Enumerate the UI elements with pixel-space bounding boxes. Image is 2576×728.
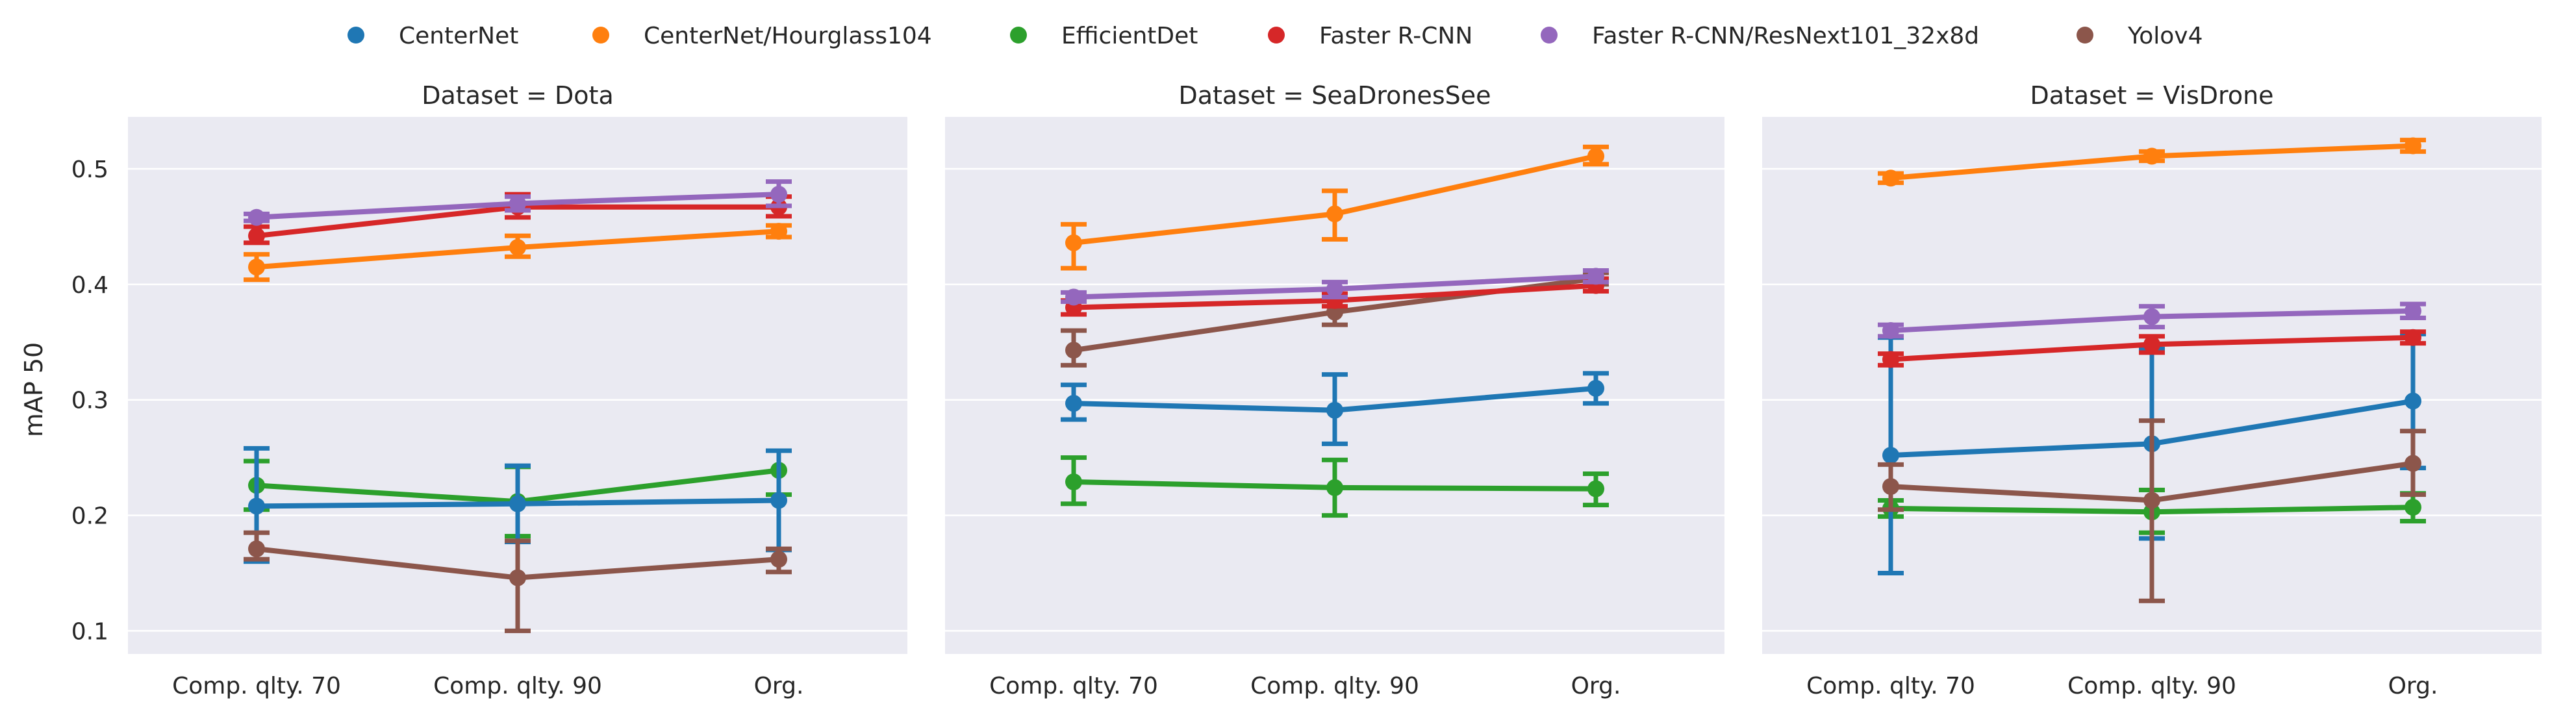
data-point [1882,322,1899,340]
data-point [2143,308,2160,325]
x-tick-label: Comp. qlty. 70 [172,673,341,699]
data-point [1587,268,1604,285]
series-centernet-hourglass104 [1878,137,2426,187]
data-point [248,540,265,558]
x-tick-label: Org. [1571,673,1621,699]
legend-item-faster-r-cnn: Faster R-CNN [1268,23,1472,49]
data-point [248,258,265,276]
legend-marker [592,27,609,44]
x-tick-label: Org. [754,673,804,699]
data-point [2143,492,2160,509]
series-centernet-hourglass104 [244,223,792,282]
y-axis-label: mAP 50 [19,342,48,437]
y-tick-label: 0.3 [71,388,108,414]
data-point [770,551,787,568]
legend: CenterNet CenterNet/Hourglass104 Efficient… [347,23,2203,49]
data-point [770,492,787,509]
data-point [248,227,265,245]
y-tick-label: 0.5 [71,157,108,183]
data-point [1065,342,1082,359]
legend-marker [1541,27,1558,44]
data-point [1587,480,1604,497]
data-point [1065,234,1082,251]
panels: Dataset = Dota Comp. qlty. 70 Comp. qlty. … [71,81,2542,699]
data-point [1326,205,1343,223]
y-tick-label: 0.2 [71,503,108,530]
series-centernet-hourglass104 [1061,144,1609,271]
data-point [1065,288,1082,306]
data-point [1882,478,1899,496]
legend-label: CenterNet [399,23,518,49]
legend-label: Faster R-CNN/ResNext101_32x8d [1592,23,1979,49]
y-tick-label: 0.1 [71,618,108,645]
series-faster-r-cnn-resnext101-32x8d [1878,301,2426,340]
x-tick-label: Comp. qlty. 90 [2067,673,2236,699]
x-tick-label: Comp. qlty. 70 [1806,673,1975,699]
legend-item-yolov4: Yolov4 [2077,23,2203,49]
data-point [1882,351,1899,368]
x-tick-label: Org. [2388,673,2438,699]
panel-title: Dataset = SeaDronesSee [1178,81,1491,110]
panel-dataset-dota: Dataset = Dota Comp. qlty. 70 Comp. qlty. … [71,81,907,699]
x-tick-label: Comp. qlty. 70 [989,673,1158,699]
legend-item-centernet: CenterNet [347,23,518,49]
data-point [2143,147,2160,165]
data-point [2405,137,2421,155]
legend-item-efficientdet: EfficientDet [1010,23,1198,49]
data-point [1065,473,1082,491]
data-point [2143,336,2160,353]
legend-marker [347,27,364,44]
data-point [509,195,526,212]
legend-label: Faster R-CNN [1319,23,1472,49]
x-tick-label: Comp. qlty. 90 [433,673,602,699]
series-yolov4 [244,530,792,633]
legend-marker [1010,27,1027,44]
data-point [1065,395,1082,412]
panel-dataset-visdrone: Dataset = VisDrone Comp. qlty. 70 Comp. ql… [1762,81,2542,699]
data-point [1587,379,1604,397]
panel-title: Dataset = Dota [422,81,614,110]
series-faster-r-cnn [1878,329,2426,368]
legend-label: Yolov4 [2127,23,2203,49]
data-point [509,495,526,512]
data-point [2405,392,2421,410]
x-tick-label: Comp. qlty. 90 [1250,673,1419,699]
data-point [2405,302,2421,320]
data-point [770,223,787,240]
y-tick-label: 0.4 [71,272,108,299]
series-efficientdet [1061,455,1609,518]
data-point [770,186,787,203]
data-point [509,238,526,256]
legend-marker [2077,27,2093,44]
legend-item-centernet-hourglass104: CenterNet/Hourglass104 [592,23,932,49]
legend-label: EfficientDet [1061,23,1198,49]
legend-item-faster-r-cnn-resnext101-32x8d: Faster R-CNN/ResNext101_32x8d [1541,23,1979,49]
legend-label: CenterNet/Hourglass104 [644,23,932,49]
legend-marker [1268,27,1285,44]
data-point [2405,329,2421,346]
series-faster-r-cnn-resnext101-32x8d [1061,268,1609,306]
series-centernet [1061,371,1609,446]
series-faster-r-cnn-resnext101-32x8d [244,179,792,226]
data-point [1587,147,1604,165]
series-yolov4 [1878,418,2426,603]
data-point [248,208,265,226]
data-point [1326,401,1343,419]
panel-dataset-seadronessee: Dataset = SeaDronesSee Comp. qlty. 70 Comp… [945,81,1724,699]
data-point [1326,280,1343,297]
data-point [1326,479,1343,496]
data-point [2405,499,2421,516]
data-point [1882,169,1899,187]
data-point [1882,447,1899,464]
data-point [2405,455,2421,472]
data-point [248,497,265,515]
panel-title: Dataset = VisDrone [2030,81,2273,110]
data-point [509,569,526,586]
